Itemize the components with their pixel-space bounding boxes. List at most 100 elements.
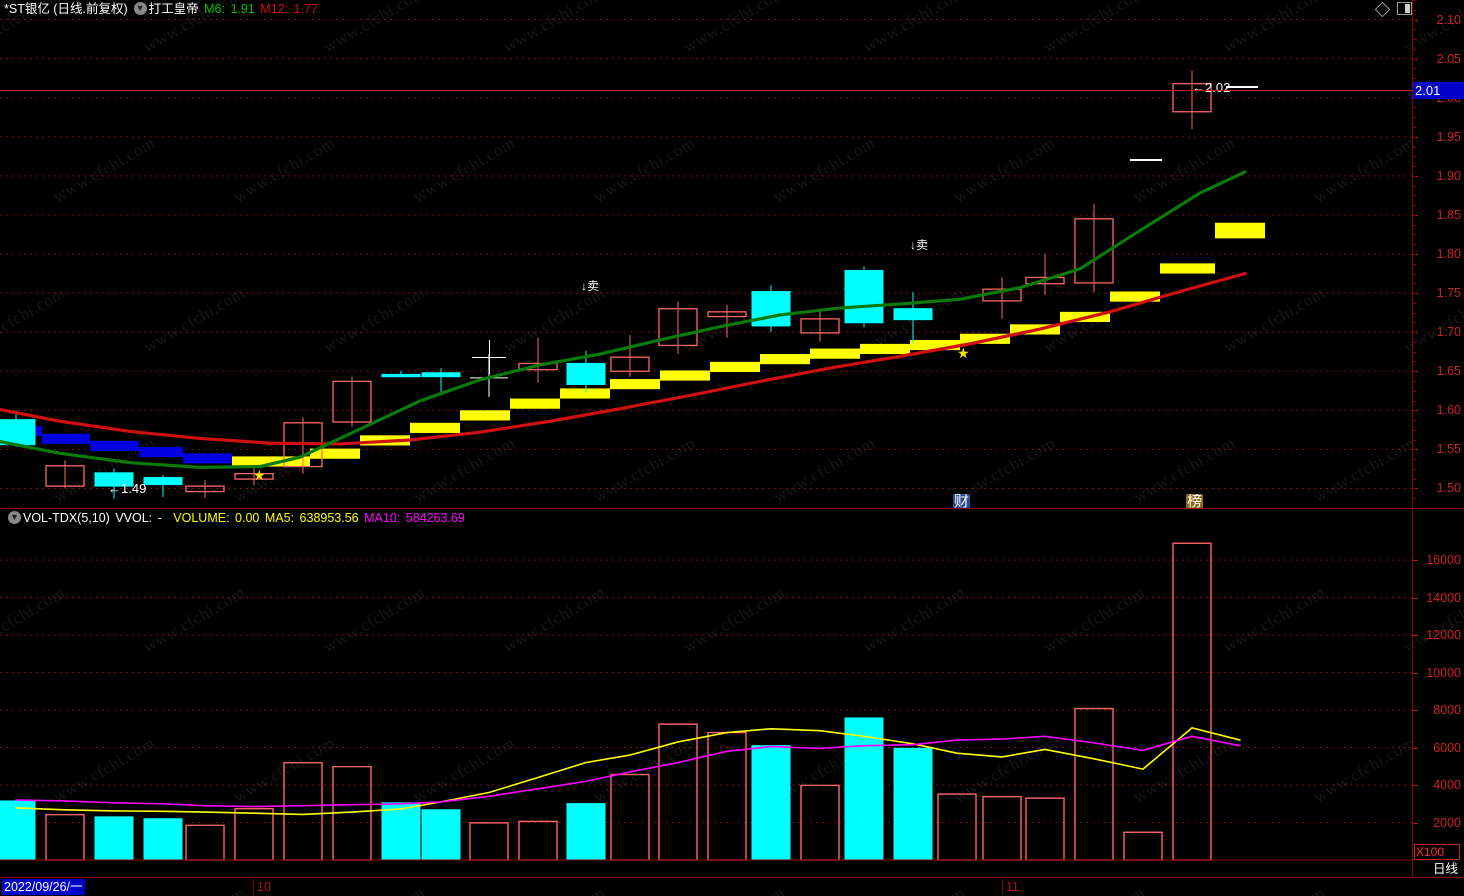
volume-axis-label: 14000 bbox=[1426, 590, 1461, 605]
high-price-marker: ←2.02 bbox=[1192, 80, 1231, 95]
split-window-icon[interactable] bbox=[1397, 2, 1412, 15]
diamond-icon[interactable] bbox=[1374, 1, 1391, 18]
axis-minor-tick bbox=[1413, 508, 1416, 509]
m6-label: M6: bbox=[204, 2, 225, 16]
volume-axis-label: 6000 bbox=[1433, 740, 1461, 755]
buy-star-marker: ★ bbox=[253, 467, 266, 483]
volume-axis-label: 2000 bbox=[1433, 815, 1461, 830]
price-axis-label: 1.50 bbox=[1436, 481, 1461, 496]
axis-minor-tick bbox=[1413, 361, 1416, 363]
sell-signal-marker: ↓卖 bbox=[581, 279, 600, 293]
volume-value: 0.00 bbox=[235, 511, 260, 525]
m12-value: 1.77 bbox=[293, 2, 318, 16]
volume-axis[interactable]: X100 日线 16000 14000 12000 10000 8000 6000 4000… bbox=[1412, 510, 1464, 878]
volume-chart-pane[interactable] bbox=[0, 510, 1412, 878]
ma10-label: MA10: bbox=[364, 511, 401, 525]
price-axis-label: 2.05 bbox=[1436, 51, 1461, 66]
volume-indicator-header: ▼ VOL-TDX(5,10) VVOL: - VOLUME: 0.00 MA5:… bbox=[0, 509, 467, 528]
axis-minor-tick bbox=[1413, 263, 1416, 265]
axis-minor-tick bbox=[1413, 39, 1416, 41]
axis-minor-tick bbox=[1413, 68, 1416, 70]
volume-axis-label: 10000 bbox=[1426, 665, 1461, 680]
axis-minor-tick bbox=[1413, 410, 1416, 412]
white-level-segment bbox=[1226, 86, 1258, 88]
price-axis-label: 1.95 bbox=[1436, 129, 1461, 144]
date-axis-tick: 10 bbox=[253, 879, 271, 895]
period-label[interactable]: 日线 bbox=[1432, 862, 1458, 876]
axis-minor-tick bbox=[1413, 244, 1416, 246]
axis-minor-tick bbox=[1413, 332, 1416, 334]
axis-tick bbox=[1413, 560, 1418, 562]
sell-signal-marker: ↓卖 bbox=[910, 238, 929, 252]
axis-tick bbox=[1413, 785, 1418, 787]
price-axis-label: 1.75 bbox=[1436, 286, 1461, 301]
axis-minor-tick bbox=[1413, 0, 1416, 1]
date-axis-tick: 11 bbox=[1002, 879, 1019, 895]
axis-minor-tick bbox=[1413, 195, 1416, 197]
vvol-value: - bbox=[157, 511, 162, 525]
symbol-label[interactable]: *ST银亿 (日线.前复权) bbox=[4, 2, 128, 16]
current-price-badge: 2.01 bbox=[1413, 81, 1464, 99]
volume-axis-label: 16000 bbox=[1426, 553, 1461, 568]
date-axis[interactable]: 2022/09/26/一 10 11 bbox=[0, 878, 1412, 896]
axis-minor-tick bbox=[1413, 351, 1416, 353]
axis-minor-tick bbox=[1413, 146, 1416, 148]
price-axis-label: 1.55 bbox=[1436, 442, 1461, 457]
window-controls bbox=[1374, 1, 1412, 18]
axis-minor-tick bbox=[1413, 283, 1416, 285]
axis-minor-tick bbox=[1413, 439, 1416, 441]
ma5-value: 638953.56 bbox=[299, 511, 359, 525]
axis-minor-tick bbox=[1413, 48, 1416, 50]
volume-chart-svg bbox=[0, 542, 1412, 861]
axis-tick bbox=[1413, 597, 1418, 599]
axis-tick bbox=[1413, 672, 1418, 674]
axis-tick bbox=[1413, 635, 1418, 637]
price-axis[interactable]: 2.01 2.102.052.001.951.901.851.801.751.7… bbox=[1412, 0, 1464, 509]
price-axis-label: 1.70 bbox=[1436, 325, 1461, 340]
price-axis-label: 1.60 bbox=[1436, 403, 1461, 418]
axis-minor-tick bbox=[1413, 322, 1416, 324]
partial-badge-char: 榜 bbox=[1186, 494, 1204, 508]
crosshair-vertical bbox=[489, 340, 490, 374]
axis-minor-tick bbox=[1413, 19, 1416, 21]
axis-minor-tick bbox=[1413, 107, 1416, 109]
axis-minor-tick bbox=[1413, 293, 1416, 295]
current-price-line bbox=[0, 89, 1412, 91]
price-chart-pane[interactable] bbox=[0, 0, 1412, 508]
buy-star-marker: ★ bbox=[957, 345, 970, 361]
axis-tick bbox=[1413, 710, 1418, 712]
price-axis-label: 1.65 bbox=[1436, 364, 1461, 379]
chevron-down-circle-icon[interactable]: ▼ bbox=[133, 2, 147, 16]
chevron-down-circle-icon[interactable]: ▼ bbox=[8, 511, 21, 525]
price-axis-label: 1.80 bbox=[1436, 247, 1461, 261]
axis-minor-tick bbox=[1413, 420, 1416, 422]
axis-minor-tick bbox=[1413, 78, 1416, 80]
indicator-name-label[interactable]: 打工皇帝 bbox=[148, 2, 199, 16]
axis-minor-tick bbox=[1413, 449, 1416, 451]
m6-value: 1.91 bbox=[230, 2, 255, 16]
axis-minor-tick bbox=[1413, 312, 1416, 314]
axis-minor-tick bbox=[1413, 381, 1416, 382]
axis-minor-tick bbox=[1413, 273, 1416, 275]
axis-tick bbox=[1413, 747, 1418, 749]
low-price-marker: ←1.49 bbox=[108, 481, 147, 496]
axis-minor-tick bbox=[1413, 205, 1416, 207]
axis-minor-tick bbox=[1413, 136, 1416, 138]
pane-divider bbox=[0, 508, 1464, 509]
axis-minor-tick bbox=[1413, 224, 1416, 226]
axis-minor-tick bbox=[1413, 488, 1416, 490]
axis-minor-tick bbox=[1413, 468, 1416, 470]
vvol-label: VVOL: bbox=[115, 511, 153, 525]
axis-minor-tick bbox=[1413, 156, 1416, 158]
axis-minor-tick bbox=[1413, 214, 1416, 216]
axis-minor-tick bbox=[1413, 254, 1416, 255]
axis-minor-tick bbox=[1413, 9, 1416, 11]
axis-minor-tick bbox=[1413, 58, 1416, 60]
volume-indicator-name[interactable]: VOL-TDX(5,10) bbox=[23, 511, 110, 525]
price-axis-label: 2.10 bbox=[1436, 12, 1461, 27]
partial-badge-char: 财 bbox=[953, 494, 971, 508]
axis-minor-tick bbox=[1413, 29, 1416, 31]
axis-minor-tick bbox=[1413, 498, 1416, 500]
axis-minor-tick bbox=[1413, 234, 1416, 236]
